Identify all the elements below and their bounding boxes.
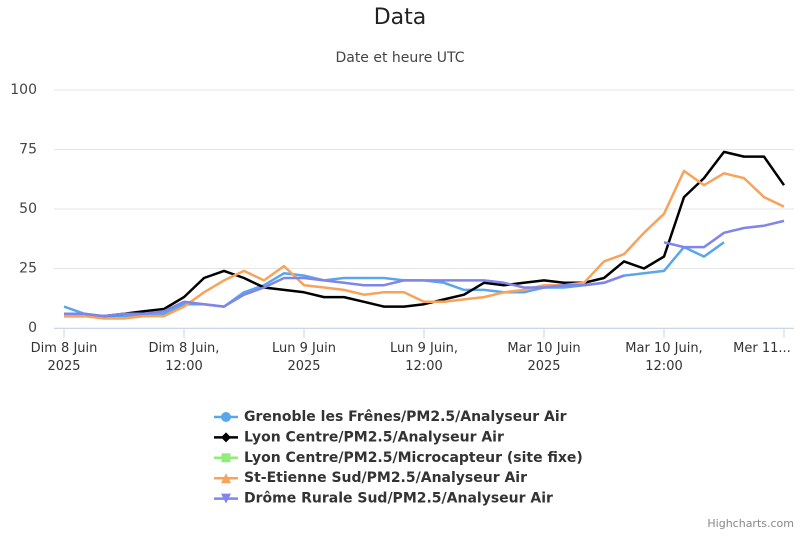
chart-subtitle: Date et heure UTC (335, 50, 464, 66)
x-tick-label: Lun 9 Juin 2025 (272, 341, 336, 374)
x-tick-label: Dim 8 Juin, 12:00 (148, 341, 220, 374)
y-tick-label: 100 (10, 82, 37, 98)
legend-label[interactable]: Lyon Centre/PM2.5/Analyseur Air (244, 429, 504, 445)
legend-label[interactable]: Lyon Centre/PM2.5/Microcapteur (site fix… (244, 450, 583, 466)
legend-marker (221, 473, 231, 484)
x-tick-label: Mer 11... (733, 341, 791, 356)
x-tick-label: Lun 9 Juin, 12:00 (389, 341, 459, 374)
y-tick-label: 75 (19, 142, 37, 158)
legend-label[interactable]: Drôme Rurale Sud/PM2.5/Analyseur Air (244, 491, 553, 507)
y-tick-label: 25 (19, 261, 37, 277)
x-tick-label: Dim 8 Juin 2025 (30, 341, 98, 374)
y-tick-label: 0 (28, 320, 37, 336)
legend-label[interactable]: St-Etienne Sud/PM2.5/Analyseur Air (244, 470, 527, 486)
series-line (64, 219, 785, 318)
x-tick-label: Mar 10 Juin 2025 (507, 341, 581, 374)
legend-marker (221, 432, 231, 443)
legend-marker (221, 453, 231, 463)
legend-label[interactable]: Grenoble les Frênes/PM2.5/Analyseur Air (244, 409, 567, 425)
chart-title: Data (374, 5, 427, 30)
y-tick-label: 50 (19, 201, 37, 217)
series-line (64, 169, 785, 320)
legend-marker (221, 493, 231, 504)
legend-marker (221, 412, 231, 422)
series-line (64, 150, 786, 318)
credits[interactable]: Highcharts.com (707, 517, 794, 530)
x-tick-label: Mar 10 Juin, 12:00 (625, 341, 703, 374)
